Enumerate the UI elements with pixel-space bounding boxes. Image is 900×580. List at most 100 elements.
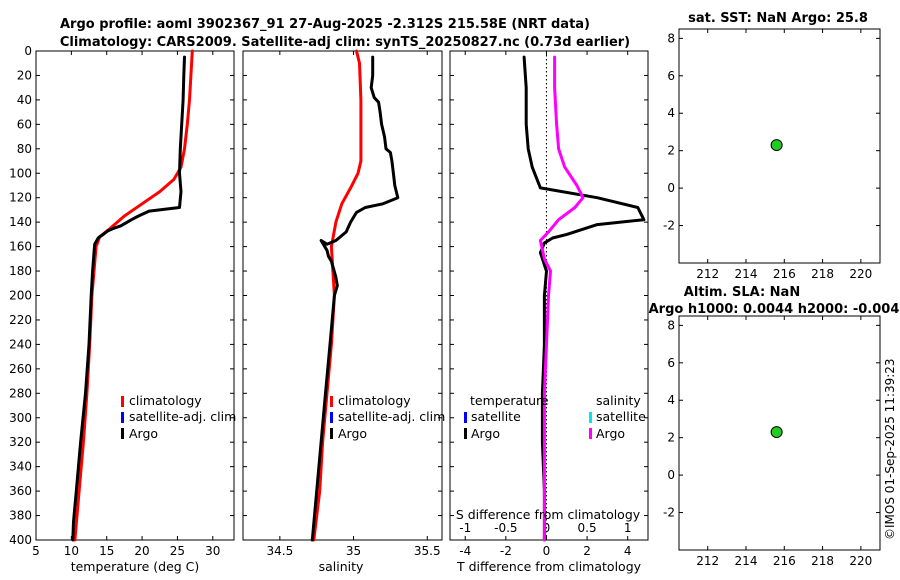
y-tick-label: 360 — [9, 484, 32, 498]
main-title-line2: Climatology: CARS2009. Satellite-adj cli… — [60, 35, 630, 50]
x-tick-label: -2 — [500, 544, 512, 558]
salinity-panel: 34.5 35 35.5 — [242, 49, 443, 558]
legend-label-argo: Argo — [129, 426, 158, 441]
y-tick-label: 320 — [9, 435, 32, 449]
sla-map-panel: -2 0 2 4 6 8 212 214 216 218 220 — [663, 315, 881, 568]
y-tick-label: 60 — [17, 117, 32, 131]
legend-label-satellite: satellite-adj. clim — [338, 409, 445, 424]
x-tick-label: 10 — [64, 544, 79, 558]
plot-frame — [678, 315, 881, 551]
plot-frame — [678, 28, 881, 264]
sla-title-line2: Argo h1000: 0.0044 h2000: -0.004 — [649, 302, 900, 317]
legend-title-salinity: salinity — [596, 393, 641, 408]
legend-swatch-t-satellite — [464, 412, 467, 423]
y-tick-label: 100 — [9, 166, 32, 180]
x-tick-label: 5 — [32, 544, 40, 558]
y-tick-label: 240 — [9, 337, 32, 351]
x-tick-label: 15 — [99, 544, 114, 558]
x-tick-label: 30 — [205, 544, 220, 558]
y-tick-label: 0 — [667, 181, 675, 195]
salinity-legend: climatology satellite-adj. clim Argo — [330, 393, 445, 441]
temperature-legend: climatology satellite-adj. clim Argo — [121, 393, 236, 441]
legend-swatch-climatology — [121, 396, 124, 407]
x-tick-label: 216 — [773, 267, 796, 281]
y-tick-label: 220 — [9, 313, 32, 327]
difference-legend: temperature satellite Argo salinity sate… — [464, 393, 646, 441]
y-tick-label: 180 — [9, 264, 32, 278]
y-tick-label: 280 — [9, 386, 32, 400]
series-line-argo — [310, 55, 400, 542]
y-tick-label: 6 — [667, 69, 675, 83]
plot-frame — [35, 50, 235, 541]
y-tick-label: 380 — [9, 509, 32, 523]
salinity-xlabel: salinity — [319, 559, 364, 574]
timestamp: ©IMOS 01-Sep-2025 11:39:23 — [883, 358, 897, 540]
x-tick-label: 2 — [583, 544, 591, 558]
legend-swatch-t-argo — [464, 428, 467, 439]
y-tick-label: -2 — [663, 506, 675, 520]
y-tick-label: 120 — [9, 191, 32, 205]
plot-frame — [242, 50, 443, 541]
y-tick-label: 80 — [17, 142, 32, 156]
legend-label-climatology: climatology — [129, 393, 202, 408]
x-tick-label: 34.5 — [266, 544, 293, 558]
x-tick-label: 35.5 — [414, 544, 441, 558]
series-line-climatology — [312, 49, 363, 542]
y-tick-label: 8 — [667, 318, 675, 332]
legend-label-satellite: satellite-adj. clim — [129, 409, 236, 424]
x-tick-label: 212 — [696, 267, 719, 281]
x-tick-label: 0 — [543, 544, 551, 558]
y-tick-label: 2 — [667, 144, 675, 158]
y-tick-label: 0 — [667, 468, 675, 482]
x-tick-label: 214 — [735, 554, 758, 568]
x-tick-label: 4 — [624, 544, 632, 558]
legend-label-argo: Argo — [338, 426, 367, 441]
series-line-argo — [71, 55, 186, 542]
legend-swatch-argo — [330, 428, 333, 439]
x-tick-label: 218 — [811, 267, 834, 281]
x-tick-label: 212 — [696, 554, 719, 568]
legend-swatch-argo — [121, 428, 124, 439]
x-tick-label-top: 1 — [624, 521, 632, 535]
y-tick-label: 160 — [9, 240, 32, 254]
x-tick-label: 25 — [170, 544, 185, 558]
legend-label-t-satellite: satellite — [471, 409, 521, 424]
x-tick-label: 214 — [735, 267, 758, 281]
y-tick-label: 20 — [17, 68, 32, 82]
x-tick-label: -4 — [459, 544, 471, 558]
legend-title-temperature: temperature — [470, 393, 549, 408]
y-tick-label: 400 — [9, 533, 32, 547]
y-tick-label: 260 — [9, 362, 32, 376]
legend-swatch-s-argo — [589, 428, 592, 439]
legend-label-s-argo: Argo — [596, 426, 625, 441]
sst-map-panel: -2 0 2 4 6 8 212 214 216 218 220 — [663, 28, 881, 281]
x-tick-label: 20 — [134, 544, 149, 558]
y-tick-label: 340 — [9, 460, 32, 474]
y-tick-label: 4 — [667, 106, 675, 120]
sla-title-line1: Altim. SLA: NaN — [684, 285, 800, 300]
y-tick-label: -2 — [663, 219, 675, 233]
legend-swatch-satellite — [330, 412, 333, 423]
x-tick-label: 220 — [849, 554, 872, 568]
main-title-line1: Argo profile: aoml 3902367_91 27-Aug-202… — [60, 17, 590, 32]
y-tick-label: 2 — [667, 431, 675, 445]
difference-xlabel-top: S difference from climatology — [456, 507, 641, 522]
y-tick-label: 200 — [9, 289, 32, 303]
y-tick-label: 140 — [9, 215, 32, 229]
difference-panel: -4 -2 0 2 4 -1 -0.5 0 0.5 1 — [449, 50, 649, 558]
x-tick-label-top: -0.5 — [494, 521, 517, 535]
temperature-xlabel: temperature (deg C) — [71, 559, 200, 574]
x-tick-label-top: 0.5 — [578, 521, 597, 535]
y-tick-label: 8 — [667, 31, 675, 45]
x-tick-label-top: 0 — [543, 521, 551, 535]
x-tick-label: 218 — [811, 554, 834, 568]
sst-title: sat. SST: NaN Argo: 25.8 — [688, 11, 868, 26]
y-tick-label: 6 — [667, 356, 675, 370]
argo-position-dot — [770, 426, 783, 439]
argo-position-dot — [770, 139, 783, 152]
temperature-panel: 0 20 40 60 80 100 120 140 160 180 200 220 240 260 280 3… — [9, 44, 235, 558]
y-tick-label: 300 — [9, 411, 32, 425]
difference-xlabel: T difference from climatology — [456, 559, 642, 574]
y-tick-label: 4 — [667, 393, 675, 407]
